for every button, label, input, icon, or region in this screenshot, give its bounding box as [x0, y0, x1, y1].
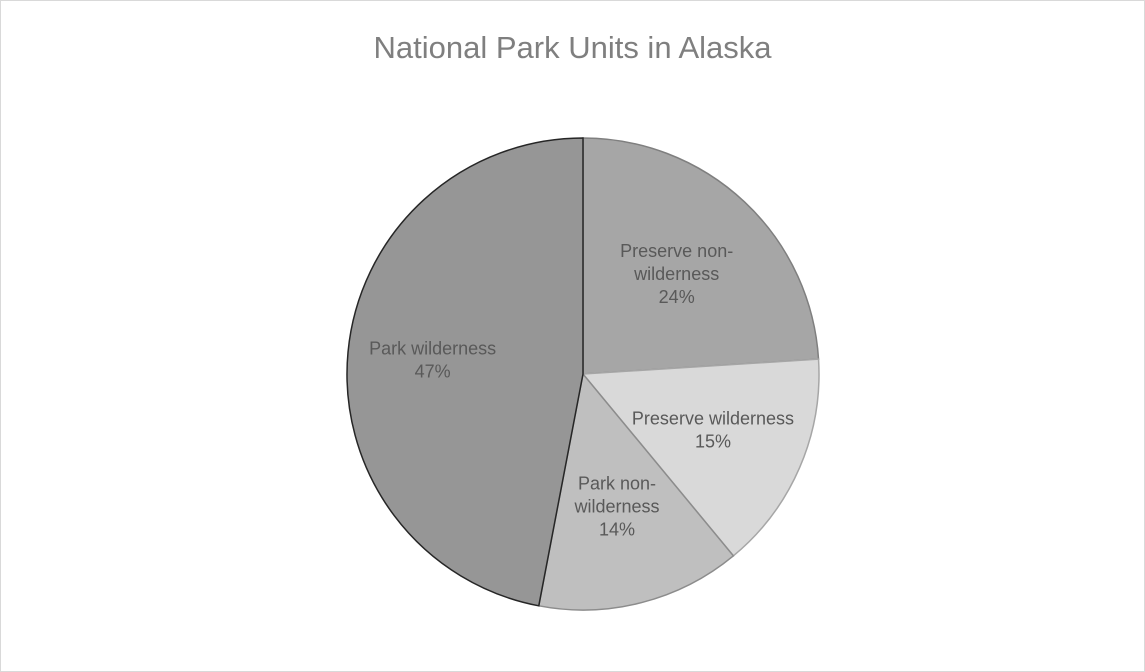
pie-labels: Preserve non-wilderness 24% Preserve wilde…	[369, 241, 794, 539]
pie-category-label: Preserve wilderness	[632, 409, 794, 429]
pie-value-label: 14%	[599, 520, 635, 540]
pie-category-label: Preserve non-	[620, 241, 733, 261]
pie-label-preserve-wilderness: Preserve wilderness 15%	[632, 409, 794, 452]
chart-title: National Park Units in Alaska	[373, 30, 772, 65]
pie-slice-preserve-non-wilderness	[582, 137, 820, 375]
pie-slices	[346, 137, 820, 611]
pie-value-label: 15%	[695, 432, 731, 452]
pie-category-label: Park wilderness	[369, 338, 496, 358]
pie-category-label: wilderness	[574, 497, 660, 517]
pie-value-label: 47%	[415, 361, 451, 381]
pie-slice-park-non-wilderness	[537, 372, 735, 611]
pie-label-park-non-wilderness: Park non-wilderness 14%	[574, 474, 660, 540]
pie-label-park-wilderness: Park wilderness 47%	[369, 338, 496, 381]
pie-value-label: 24%	[659, 287, 695, 307]
pie-slice-preserve-wilderness	[581, 358, 820, 557]
pie-label-preserve-non-wilderness: Preserve non-wilderness 24%	[620, 241, 733, 307]
pie-slice-park-wilderness	[346, 137, 584, 607]
pie-category-label: Park non-	[578, 474, 656, 494]
pie-category-label: wilderness	[633, 264, 719, 284]
